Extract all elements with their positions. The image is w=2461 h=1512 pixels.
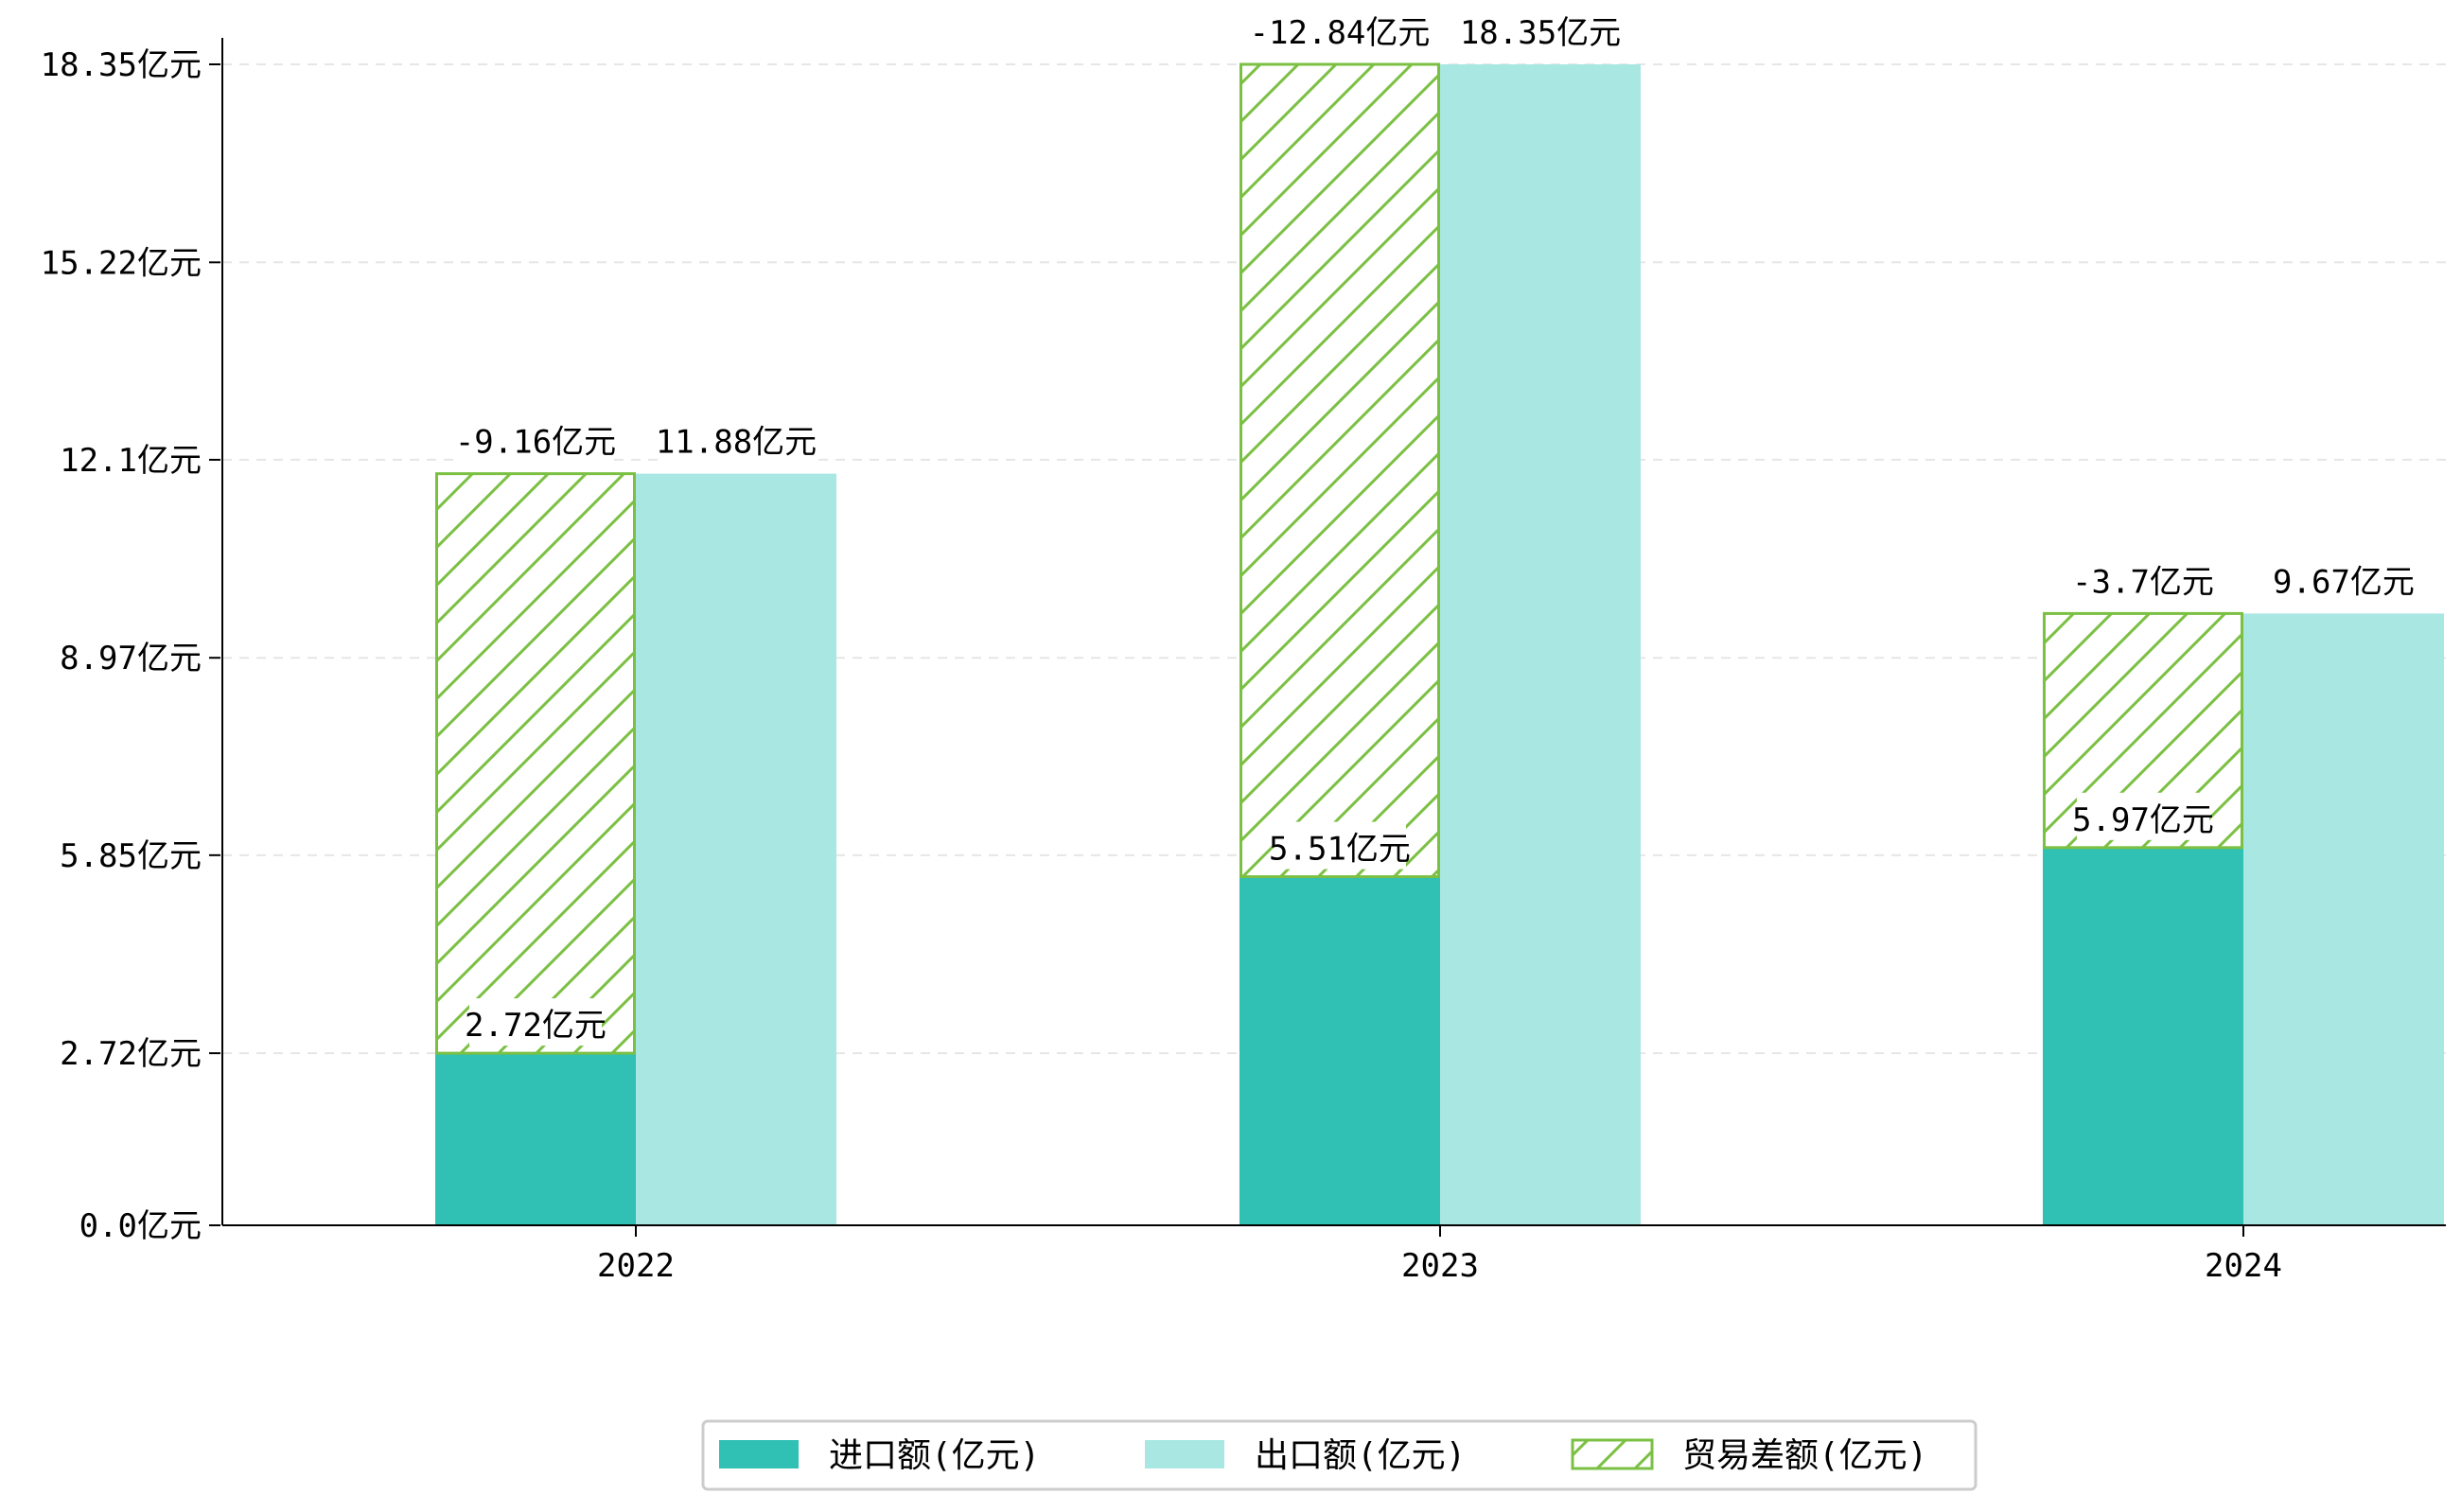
- data-labels: 2.72亿元 11.88亿元 -9.16亿元 5.51亿元 18.35亿元 -12.84亿…: [455, 6, 2415, 1046]
- legend-box: [701, 1419, 1978, 1491]
- data-label-import-bg: [2077, 792, 2209, 840]
- data-label-trade-balance: -12.84亿元: [1250, 14, 1431, 52]
- legend: 进口额(亿元) 出口额(亿元) 贸易差额(亿元): [701, 1419, 1978, 1491]
- data-label-import-bg: [1274, 821, 1406, 870]
- data-label-export: 11.88亿元: [656, 424, 817, 462]
- x-tick-label: 2023: [1401, 1247, 1479, 1285]
- data-label-export-bg: [2277, 554, 2410, 603]
- y-tick-label: 5.85亿元: [60, 837, 202, 875]
- legend-swatch: [719, 1440, 799, 1468]
- data-label-trade-balance: -3.7亿元: [2072, 563, 2214, 601]
- data-label-import: 5.97亿元: [2072, 801, 2214, 839]
- y-tick-label: 2.72亿元: [60, 1035, 202, 1073]
- data-label-export: 9.67亿元: [2273, 563, 2415, 601]
- legend-label: 贸易差额(亿元): [1682, 1436, 1927, 1475]
- y-tick-label: 15.22亿元: [41, 244, 202, 282]
- y-tick-label: 0.0亿元: [79, 1207, 202, 1245]
- data-label-trade-balance-bg: [460, 414, 611, 463]
- data-label-trade-balance-bg: [1255, 6, 1425, 53]
- bar-export: [1440, 64, 1641, 1225]
- bars: [435, 62, 2444, 1225]
- data-label-export: 18.35亿元: [1460, 14, 1621, 52]
- bar-export: [636, 473, 836, 1225]
- bar-trade-balance: [1239, 62, 1440, 879]
- data-label-import: 5.51亿元: [1269, 831, 1411, 869]
- data-label-export-bg: [660, 414, 812, 463]
- legend-swatch: [1571, 1438, 1654, 1470]
- x-tick-label: 2022: [597, 1247, 675, 1285]
- x-tick-label: 2024: [2205, 1247, 2282, 1285]
- data-label-trade-balance-bg: [2077, 554, 2209, 603]
- bar-trade-balance: [435, 472, 636, 1055]
- axes: 0.0亿元 2.72亿元 5.85亿元 8.97亿元 12.1亿元 15.22亿元 18.3…: [41, 38, 2446, 1285]
- data-label-import-bg: [469, 998, 602, 1046]
- data-label-import: 2.72亿元: [465, 1007, 606, 1045]
- legend-swatch: [1145, 1440, 1224, 1468]
- legend-label: 出口额(亿元): [1255, 1436, 1466, 1475]
- y-tick-label: 8.97亿元: [60, 640, 202, 677]
- y-tick-label: 18.35亿元: [41, 46, 202, 84]
- data-label-trade-balance: -9.16亿元: [455, 424, 616, 462]
- bar-import: [435, 1053, 636, 1225]
- y-tick-label: 12.1亿元: [60, 442, 202, 480]
- bar-export: [2243, 613, 2444, 1225]
- bar-import: [1239, 876, 1440, 1225]
- data-label-export-bg: [1465, 6, 1616, 53]
- legend-label: 进口额(亿元): [829, 1436, 1040, 1475]
- bar-import: [2043, 847, 2243, 1225]
